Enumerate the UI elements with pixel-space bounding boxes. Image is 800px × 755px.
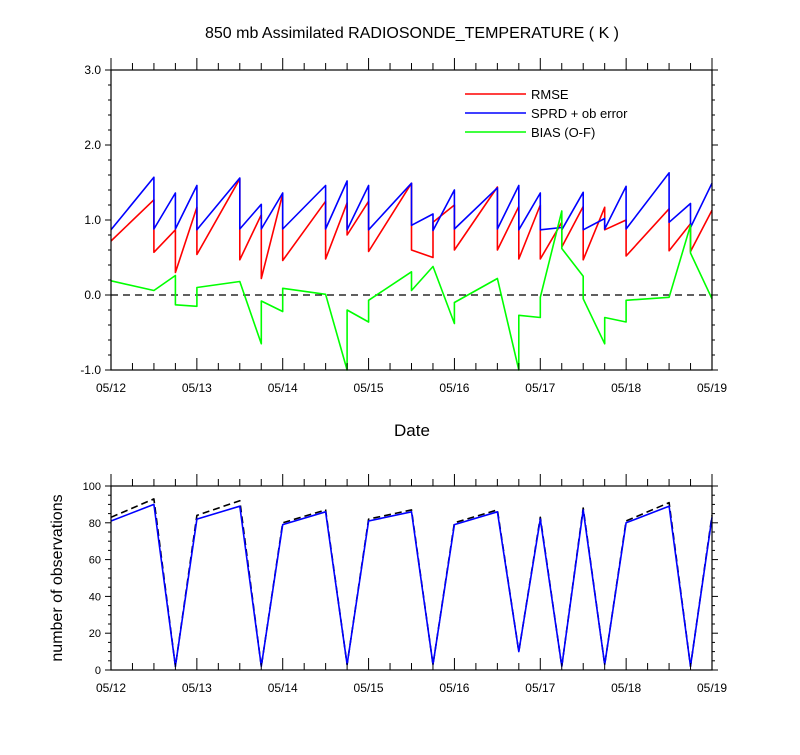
bottom-x-tick-label: 05/18 (611, 681, 641, 695)
x-axis-label: Date (394, 421, 430, 440)
legend: RMSE SPRD + ob error BIAS (O-F) (465, 87, 628, 140)
top-panel: 850 mb Assimilated RADIOSONDE_TEMPERATUR… (80, 25, 727, 440)
bottom-x-tick-label: 05/19 (697, 681, 727, 695)
bottom-y-tick-label: 80 (89, 518, 101, 530)
bottom-x-tick-label: 05/16 (439, 681, 469, 695)
top-y-tick-label: 3.0 (84, 63, 101, 77)
top-x-tick-label: 05/15 (354, 381, 384, 395)
bottom-x-tick-label: 05/14 (268, 681, 298, 695)
top-series-sprd-ob-error (110, 172, 713, 232)
bottom-x-tick-label: 05/13 (182, 681, 212, 695)
bottom-y-tick-label: 0 (95, 665, 101, 677)
y-axis-label: number of observations (49, 494, 66, 661)
legend-label: SPRD + ob error (531, 106, 628, 121)
bottom-series-observations-assimilated (110, 503, 713, 668)
top-ticks-layer: 05/12 05/13 05/14 05/15 05/16 05/17 05/18 05/19… (80, 58, 727, 395)
bottom-x-tick-label: 05/15 (354, 681, 384, 695)
top-y-tick-label: 1.0 (84, 213, 101, 227)
legend-label: RMSE (531, 87, 569, 102)
top-series-layer (110, 172, 713, 371)
chart-title: 850 mb Assimilated RADIOSONDE_TEMPERATUR… (205, 25, 619, 42)
top-x-tick-label: 05/14 (268, 381, 298, 395)
top-x-tick-label: 05/16 (439, 381, 469, 395)
bottom-ticks-layer: 05/12 05/13 05/14 05/15 05/16 05/17 05/18 05/19… (83, 474, 727, 695)
bottom-y-tick-label: 100 (83, 481, 101, 493)
top-y-tick-label: 0.0 (84, 288, 101, 302)
bottom-series-layer (110, 498, 713, 668)
top-x-tick-label: 05/17 (525, 381, 555, 395)
bottom-x-tick-label: 05/12 (96, 681, 126, 695)
bottom-y-tick-label: 60 (89, 555, 101, 567)
legend-label: BIAS (O-F) (531, 125, 595, 140)
bottom-panel: 05/12 05/13 05/14 05/15 05/16 05/17 05/18 05/19… (49, 474, 727, 695)
top-y-tick-label: -1.0 (80, 363, 101, 377)
top-x-tick-label: 05/18 (611, 381, 641, 395)
bottom-y-tick-label: 40 (89, 591, 101, 603)
bottom-y-tick-label: 20 (89, 628, 101, 640)
bottom-x-tick-label: 05/17 (525, 681, 555, 695)
top-series-bias-o-f (110, 210, 713, 371)
top-x-tick-label: 05/13 (182, 381, 212, 395)
top-x-tick-label: 05/19 (697, 381, 727, 395)
bottom-series-observations-possible (110, 498, 713, 668)
top-x-tick-label: 05/12 (96, 381, 126, 395)
top-y-tick-label: 2.0 (84, 138, 101, 152)
